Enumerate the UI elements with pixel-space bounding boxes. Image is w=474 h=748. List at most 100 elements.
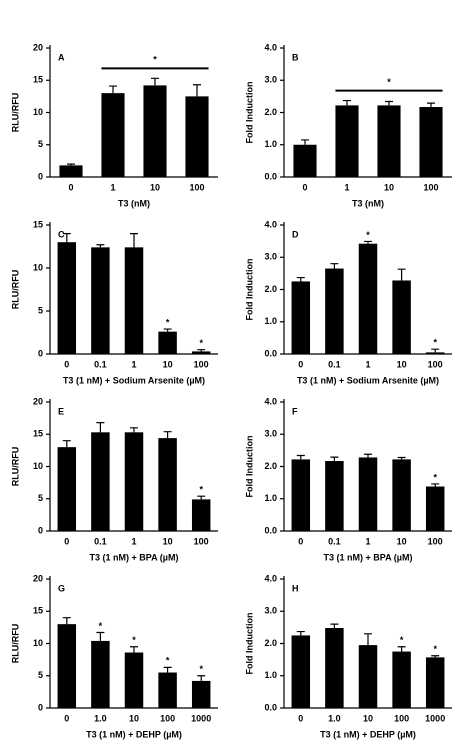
y-tick-label: 2.0 bbox=[264, 461, 277, 471]
error-bar bbox=[364, 453, 372, 458]
panel-label: A bbox=[58, 52, 65, 62]
bar bbox=[358, 457, 378, 531]
y-tick-label: 15 bbox=[33, 219, 43, 229]
x-tick-label: 10 bbox=[397, 536, 407, 546]
bar bbox=[57, 624, 77, 708]
y-axis-label: Fold Induction bbox=[244, 436, 254, 498]
x-tick-label: 10 bbox=[163, 536, 173, 546]
panel-label: B bbox=[292, 52, 299, 62]
error-bar bbox=[96, 422, 105, 433]
y-tick-label: 5 bbox=[38, 493, 43, 503]
x-tick-label: 100 bbox=[160, 713, 175, 723]
x-tick-label: 1 bbox=[365, 536, 370, 546]
y-tick-label: 3.0 bbox=[264, 252, 277, 262]
error-bar bbox=[397, 268, 406, 281]
x-tick-label: 0.1 bbox=[94, 359, 107, 369]
y-tick-label: 15 bbox=[33, 75, 43, 85]
error-bar bbox=[301, 139, 309, 145]
y-tick-label: 20 bbox=[33, 573, 43, 583]
error-bar bbox=[431, 655, 440, 658]
panel-label: G bbox=[58, 583, 65, 593]
x-tick-label: 1 bbox=[131, 536, 136, 546]
significance-marker: * bbox=[166, 656, 170, 666]
error-bar bbox=[296, 630, 305, 636]
x-tick-label: 1 bbox=[365, 359, 370, 369]
bar bbox=[143, 85, 167, 177]
x-tick-label: 0.1 bbox=[94, 536, 107, 546]
error-bar bbox=[163, 431, 172, 439]
error-bar bbox=[62, 440, 71, 448]
y-tick-label: 0 bbox=[38, 702, 43, 712]
y-tick-label: 10 bbox=[33, 638, 43, 648]
bar bbox=[57, 447, 77, 531]
y-tick-label: 0.0 bbox=[264, 525, 277, 535]
error-bar bbox=[197, 349, 206, 352]
x-tick-label: 100 bbox=[194, 536, 209, 546]
x-tick-label: 10 bbox=[150, 182, 160, 192]
x-tick-label: 0 bbox=[64, 536, 69, 546]
y-tick-label: 5 bbox=[38, 139, 43, 149]
error-bar bbox=[364, 633, 372, 646]
y-tick-label: 0 bbox=[38, 525, 43, 535]
significance-marker: * bbox=[199, 485, 203, 495]
bar bbox=[425, 486, 445, 531]
y-tick-label: 0 bbox=[38, 348, 43, 358]
error-bar bbox=[296, 276, 305, 282]
x-tick-label: 1.0 bbox=[328, 713, 341, 723]
bar bbox=[185, 96, 209, 177]
y-tick-label: 0 bbox=[38, 171, 43, 181]
error-bar bbox=[197, 675, 206, 681]
error-bar bbox=[343, 99, 351, 106]
x-tick-label: 10 bbox=[129, 713, 139, 723]
bar bbox=[392, 459, 411, 531]
x-tick-label: 1 bbox=[110, 182, 115, 192]
y-axis-label: Fold Induction bbox=[244, 259, 254, 321]
y-tick-label: 4.0 bbox=[264, 42, 277, 52]
error-bar bbox=[431, 483, 440, 487]
error-bar bbox=[330, 263, 339, 269]
bar bbox=[335, 105, 359, 177]
significance-marker: * bbox=[132, 635, 136, 645]
x-axis-label: T3 (1 nM) + DEHP (µM) bbox=[86, 729, 182, 739]
y-axis-label: RLU/RFU bbox=[10, 93, 20, 133]
bracket-label: * bbox=[387, 77, 391, 87]
bar bbox=[57, 242, 77, 354]
error-bar bbox=[427, 102, 435, 108]
x-axis-label: T3 (nM) bbox=[118, 198, 150, 208]
x-tick-label: 10 bbox=[363, 713, 373, 723]
x-tick-label: 100 bbox=[189, 182, 204, 192]
y-tick-label: 15 bbox=[33, 606, 43, 616]
y-tick-label: 2.0 bbox=[264, 638, 277, 648]
bar bbox=[124, 652, 144, 708]
y-tick-label: 2.0 bbox=[264, 284, 277, 294]
x-tick-label: 1000 bbox=[425, 713, 445, 723]
y-tick-label: 4.0 bbox=[264, 396, 277, 406]
x-tick-label: 10 bbox=[384, 182, 394, 192]
x-tick-label: 0 bbox=[302, 182, 307, 192]
x-tick-label: 100 bbox=[428, 359, 443, 369]
error-bar bbox=[364, 240, 372, 244]
x-tick-label: 0.1 bbox=[328, 536, 341, 546]
error-bar bbox=[130, 427, 138, 433]
bar bbox=[325, 461, 344, 531]
error-bar bbox=[67, 163, 75, 166]
error-bar bbox=[385, 100, 393, 106]
bar bbox=[291, 459, 311, 531]
x-tick-label: 0.1 bbox=[328, 359, 341, 369]
y-tick-label: 3.0 bbox=[264, 429, 277, 439]
bar bbox=[101, 93, 125, 177]
x-tick-label: 0 bbox=[298, 536, 303, 546]
y-tick-label: 15 bbox=[33, 429, 43, 439]
bar bbox=[124, 247, 144, 354]
error-bar bbox=[151, 77, 159, 86]
y-tick-label: 5 bbox=[38, 305, 43, 315]
error-bar bbox=[431, 348, 440, 353]
y-tick-label: 3.0 bbox=[264, 606, 277, 616]
y-tick-label: 0.0 bbox=[264, 348, 277, 358]
x-tick-label: 0 bbox=[298, 359, 303, 369]
error-bar bbox=[330, 623, 339, 629]
error-bar bbox=[163, 666, 172, 673]
y-axis-label: Fold Induction bbox=[244, 613, 254, 675]
x-tick-label: 1 bbox=[344, 182, 349, 192]
panel-label: C bbox=[58, 229, 65, 239]
